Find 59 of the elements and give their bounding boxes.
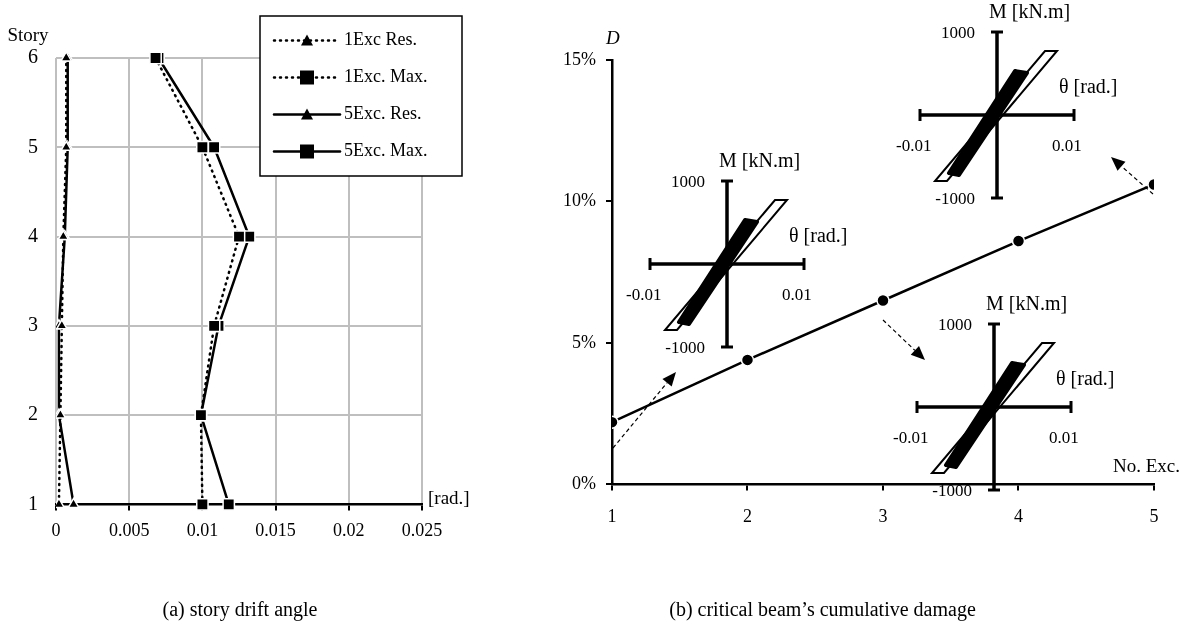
point [56, 497, 65, 509]
annotation: θ [rad.] [1059, 75, 1118, 97]
annotation: -0.01 [896, 136, 932, 155]
x-tick-label: 0.005 [108, 519, 150, 540]
text: 1000 [941, 23, 975, 42]
y-tick-label: 0% [571, 473, 596, 494]
x-tick-label: 2 [743, 505, 752, 526]
annotation: θ [rad.] [1056, 367, 1115, 389]
legend-label: 1Exc. Max. [344, 66, 428, 87]
point [195, 140, 209, 154]
y-tick-label: 2 [28, 402, 38, 425]
x-tick-label: 0.01 [186, 519, 219, 540]
legend-label: 5Exc. Max. [344, 140, 428, 161]
point [194, 408, 208, 422]
y-tick-label: 3 [28, 313, 38, 336]
x-tick-label: 0.015 [255, 519, 296, 540]
x-tick-label: 0.025 [401, 519, 443, 540]
annotation: 0.01 [1052, 136, 1082, 155]
x-axis-title: No. Exc. [1112, 454, 1180, 476]
annotation: -1000 [932, 481, 972, 500]
x-tick-label: 1 [607, 505, 617, 526]
annotation: M [kN.m] [719, 149, 801, 171]
y-tick-label: 15% [562, 48, 596, 69]
annotation: M [kN.m] [986, 292, 1068, 314]
legend-label: 1Exc Res. [344, 29, 417, 50]
x-tick-label: 5 [1149, 505, 1159, 526]
y-axis-title: D [604, 26, 620, 48]
point [207, 319, 221, 333]
annotation: -0.01 [893, 428, 929, 447]
y-axis-title: Story [7, 24, 50, 46]
x-tick-label: 3 [878, 505, 888, 526]
y-tick-label: 4 [28, 223, 38, 246]
y-tick-label: 10% [562, 190, 596, 211]
annotation: -1000 [665, 338, 705, 357]
y-tick-label: 6 [28, 45, 38, 68]
point [876, 293, 890, 308]
point [232, 230, 246, 243]
annotation: 0.01 [1049, 428, 1079, 447]
x-axis-title: [rad.] [428, 486, 470, 508]
point [1011, 234, 1026, 248]
point [195, 497, 209, 511]
annotation: θ [rad.] [789, 224, 848, 246]
point [740, 353, 755, 367]
annotation: -0.01 [626, 285, 662, 304]
x-tick-label: 0 [51, 519, 61, 540]
x-tick-label: 4 [1014, 505, 1023, 526]
y-tick-label: 5 [28, 134, 38, 157]
legend-label: 5Exc. Res. [344, 103, 422, 124]
x-tick-label: 0.02 [333, 519, 365, 540]
text: M [kN.m] [989, 0, 1071, 22]
text: (a) story drift angle [161, 598, 319, 621]
annotation: 0.01 [782, 285, 812, 304]
point [222, 497, 236, 511]
annotation: -1000 [935, 189, 975, 208]
y-tick-label: 5% [571, 331, 596, 352]
annotation: 1000 [938, 315, 972, 334]
point [207, 140, 221, 154]
text: (b) critical beam’s cumulative damage [668, 598, 977, 621]
annotation: 1000 [671, 172, 705, 191]
